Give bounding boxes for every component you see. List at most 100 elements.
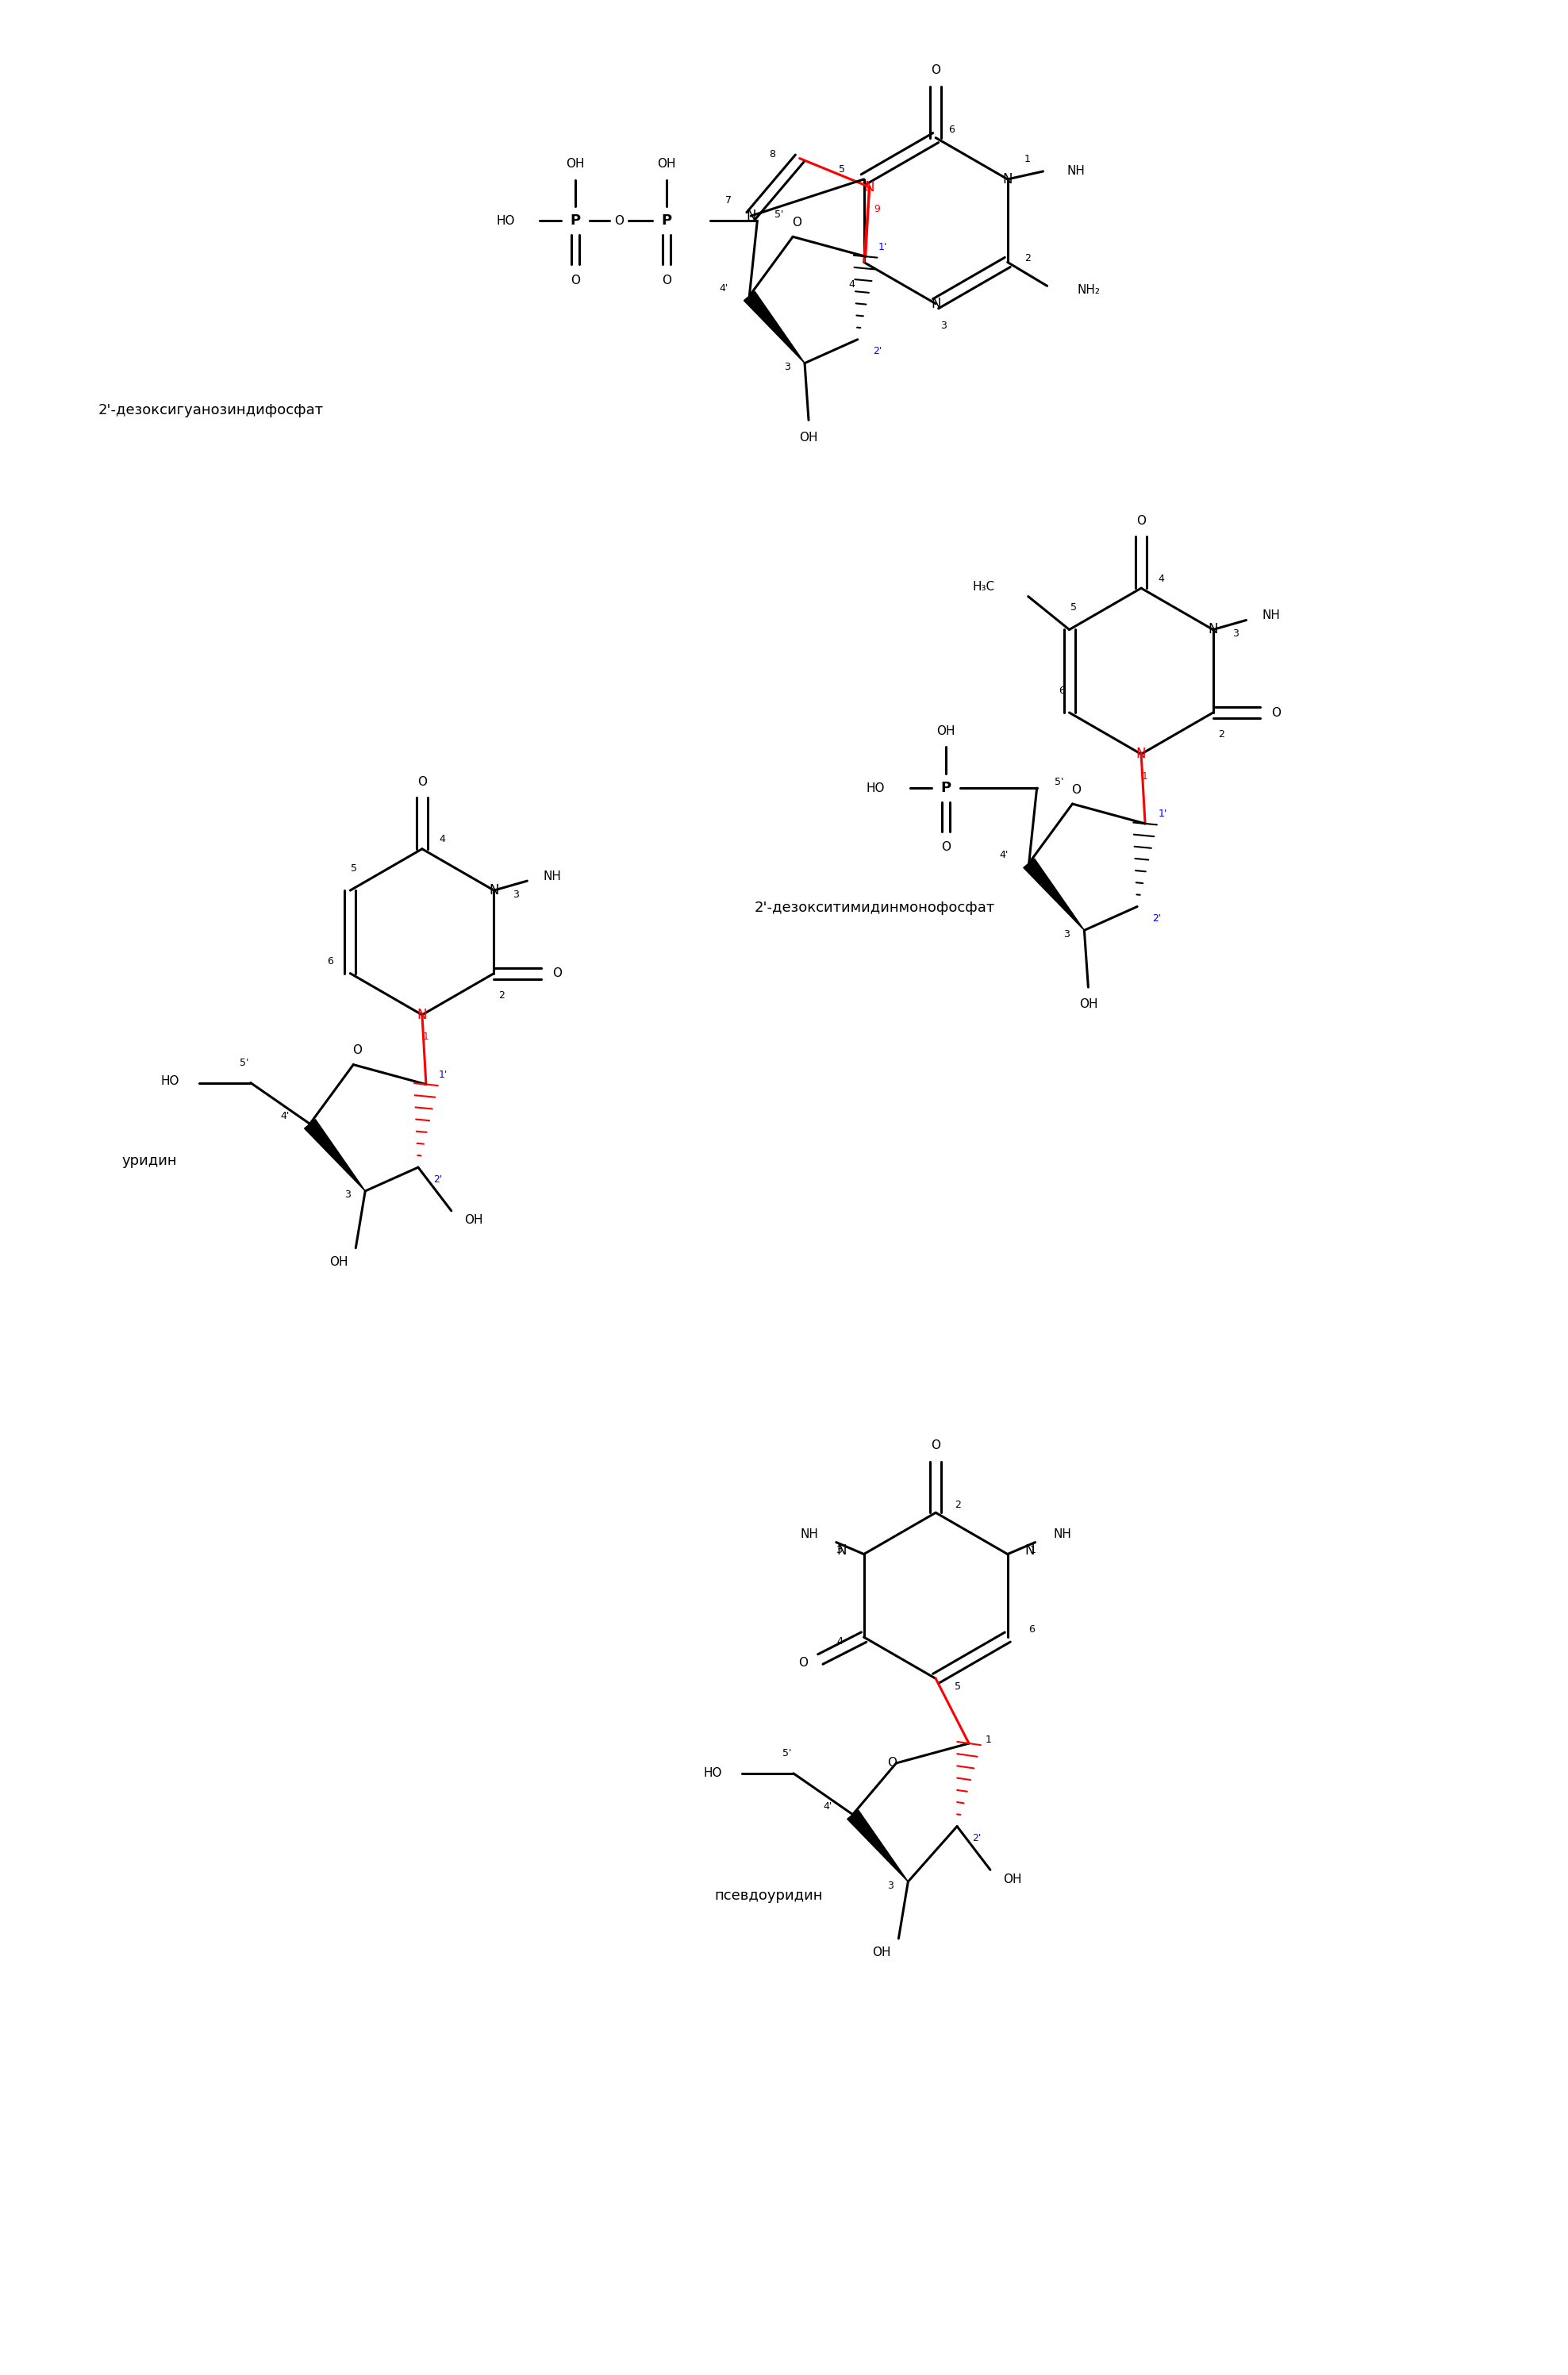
Text: OH: OH (800, 432, 818, 444)
Text: N: N (1002, 171, 1013, 185)
Text: 4: 4 (1157, 572, 1163, 584)
Text: NH₂: NH₂ (1077, 285, 1101, 297)
Text: N: N (837, 1544, 847, 1558)
Text: 2': 2' (433, 1173, 442, 1185)
Text: O: O (615, 216, 624, 228)
Text: OH: OH (936, 724, 955, 736)
Text: 5: 5 (351, 862, 358, 874)
Text: O: O (792, 216, 801, 228)
Text: уридин: уридин (122, 1154, 177, 1168)
Text: 4: 4 (439, 834, 445, 845)
Text: 1: 1 (1024, 154, 1030, 164)
Text: N: N (746, 209, 756, 223)
Text: 1': 1' (878, 242, 887, 252)
Text: 2': 2' (1152, 914, 1162, 924)
Text: NH: NH (543, 869, 561, 881)
Text: 2': 2' (972, 1834, 982, 1843)
Text: 6: 6 (949, 126, 955, 135)
Text: 1': 1' (1159, 810, 1167, 819)
Text: 3: 3 (887, 1881, 894, 1891)
Text: NH: NH (800, 1530, 818, 1541)
Text: 3: 3 (836, 1546, 842, 1556)
Text: O: O (552, 967, 561, 978)
Text: O: O (1272, 708, 1281, 720)
Text: 7: 7 (726, 195, 732, 204)
Text: P: P (941, 781, 952, 796)
Text: 3: 3 (1232, 629, 1239, 639)
Text: 2'-дезокситимидинмонофосфат: 2'-дезокситимидинмонофосфат (754, 900, 994, 914)
Polygon shape (847, 1810, 908, 1881)
Text: NH: NH (1262, 610, 1279, 622)
Text: OH: OH (464, 1214, 483, 1226)
Text: OH: OH (1004, 1874, 1022, 1886)
Text: N: N (1025, 1544, 1035, 1558)
Text: 6: 6 (1058, 686, 1065, 696)
Text: 2'-дезоксигуанозиндифосфат: 2'-дезоксигуанозиндифосфат (99, 404, 323, 418)
Text: 2: 2 (499, 990, 505, 1000)
Text: OH: OH (329, 1256, 348, 1268)
Text: N: N (931, 297, 941, 311)
Text: 3: 3 (345, 1190, 351, 1199)
Polygon shape (304, 1119, 365, 1190)
Text: N: N (864, 180, 875, 195)
Text: 5': 5' (782, 1748, 792, 1760)
Text: O: O (662, 273, 671, 285)
Text: O: O (887, 1758, 897, 1769)
Text: 3: 3 (513, 888, 519, 900)
Text: 3: 3 (784, 361, 790, 373)
Text: 1': 1' (439, 1069, 448, 1081)
Text: 4: 4 (837, 1636, 844, 1646)
Text: O: O (1071, 784, 1080, 796)
Text: O: O (571, 273, 580, 285)
Text: OH: OH (566, 159, 585, 171)
Text: 3: 3 (1063, 929, 1069, 940)
Polygon shape (743, 292, 804, 363)
Text: 1: 1 (1142, 772, 1148, 781)
Text: O: O (798, 1658, 808, 1670)
Text: 6: 6 (328, 957, 334, 967)
Text: 5': 5' (775, 209, 784, 221)
Text: 5: 5 (839, 164, 845, 176)
Text: NH: NH (1066, 166, 1085, 178)
Text: 1: 1 (1030, 1546, 1036, 1556)
Text: HO: HO (867, 781, 886, 793)
Text: 6: 6 (1029, 1625, 1035, 1634)
Text: 2: 2 (1024, 254, 1030, 264)
Text: 5': 5' (1054, 777, 1063, 786)
Text: O: O (417, 777, 426, 788)
Text: 5: 5 (1069, 603, 1076, 613)
Text: OH: OH (1079, 998, 1098, 1009)
Text: OH: OH (657, 159, 676, 171)
Text: 5': 5' (240, 1057, 249, 1069)
Text: 1: 1 (986, 1734, 993, 1746)
Polygon shape (1024, 860, 1083, 931)
Text: 2: 2 (1218, 729, 1225, 741)
Text: H₃C: H₃C (972, 582, 996, 594)
Text: NH: NH (1054, 1530, 1071, 1541)
Text: псевдоуридин: псевдоуридин (715, 1888, 823, 1902)
Text: 4: 4 (848, 280, 855, 290)
Text: 1: 1 (423, 1031, 430, 1043)
Text: 4': 4' (823, 1803, 833, 1812)
Text: 8: 8 (768, 150, 775, 159)
Text: O: O (353, 1045, 362, 1057)
Text: O: O (1137, 515, 1146, 527)
Text: 5: 5 (955, 1682, 961, 1691)
Text: O: O (931, 1439, 941, 1451)
Text: N: N (1137, 748, 1146, 762)
Text: P: P (662, 214, 671, 228)
Text: P: P (571, 214, 580, 228)
Text: 9: 9 (875, 204, 881, 214)
Text: HO: HO (704, 1767, 723, 1779)
Text: N: N (489, 884, 499, 898)
Text: 2': 2' (873, 347, 881, 356)
Text: O: O (931, 64, 941, 76)
Text: HO: HO (495, 216, 514, 228)
Text: HO: HO (162, 1076, 179, 1088)
Text: 4': 4' (281, 1112, 289, 1121)
Text: N: N (1207, 622, 1218, 636)
Text: OH: OH (872, 1947, 891, 1959)
Text: 4': 4' (999, 850, 1008, 860)
Text: 3: 3 (941, 321, 947, 330)
Text: 4': 4' (720, 283, 729, 292)
